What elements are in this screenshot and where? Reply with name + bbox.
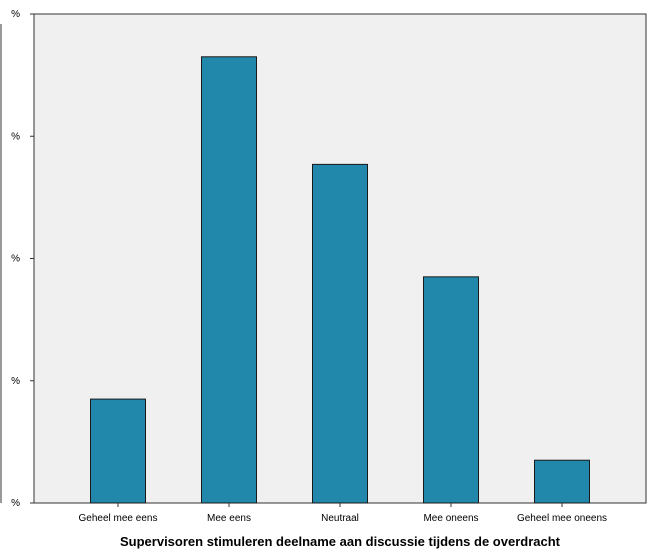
x-tick-label: Mee oneens (423, 513, 478, 524)
x-axis: Geheel mee eens Mee eens Neutraal Mee oneen… (79, 503, 607, 524)
x-axis-title: Supervisoren stimuleren deelname aan dis… (120, 534, 561, 549)
bar-mee-eens (201, 56, 257, 504)
x-tick-label: Geheel mee oneens (517, 513, 607, 524)
bars-group (90, 56, 590, 504)
y-tick-label: % (11, 9, 20, 20)
bar-geheel-mee-oneens (534, 459, 590, 504)
bar-geheel-mee-eens (90, 398, 146, 504)
y-tick-label: % (11, 131, 20, 142)
bar-neutraal (312, 163, 368, 504)
x-tick-label: Geheel mee eens (79, 513, 158, 524)
y-tick-label: % (11, 254, 20, 265)
y-tick-label: % (11, 498, 20, 509)
y-axis: %%%%% (11, 9, 34, 509)
x-tick-label: Mee eens (207, 513, 251, 524)
y-tick-label: % (11, 376, 20, 387)
bar-mee-oneens (423, 276, 479, 504)
x-tick-label: Neutraal (321, 513, 359, 524)
